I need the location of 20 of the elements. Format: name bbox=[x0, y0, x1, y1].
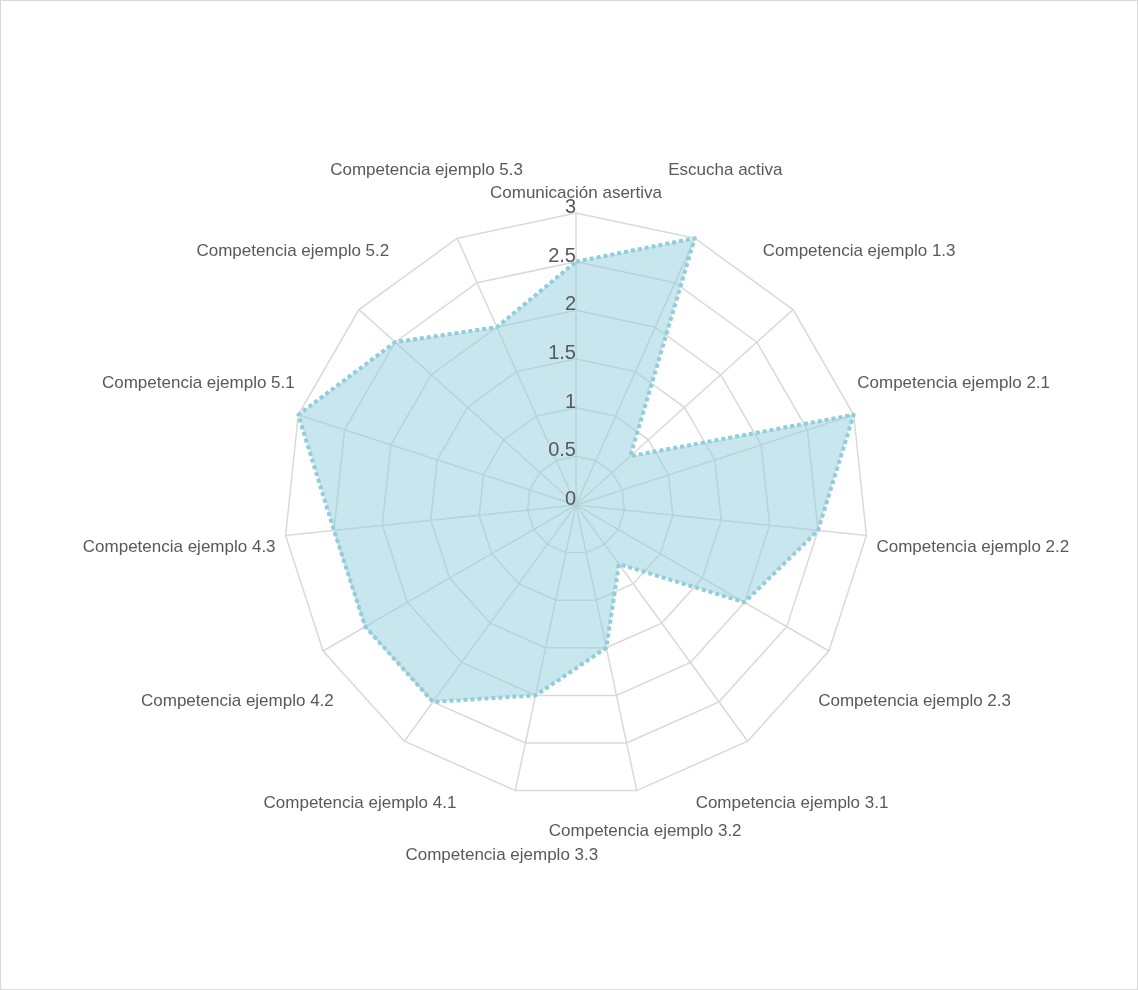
spoke-label: Competencia ejemplo 5.3 bbox=[330, 160, 524, 179]
y-tick-label: 2 bbox=[564, 292, 576, 315]
spoke-label: Competencia ejemplo 2.3 bbox=[818, 690, 1011, 710]
spoke-label: Competencia ejemplo 3.3 bbox=[405, 844, 599, 864]
y-tick-label: 0.5 bbox=[548, 438, 576, 461]
spoke-label: Escucha activa bbox=[668, 159, 784, 179]
spoke-label: Competencia ejemplo 3.2 bbox=[548, 821, 742, 841]
spoke-label: Competencia ejemplo 5.1 bbox=[101, 372, 295, 392]
spoke-label: Competencia ejemplo 4.3 bbox=[82, 537, 276, 557]
spoke-label: Competencia ejemplo 2.2 bbox=[876, 537, 1070, 557]
y-tick-label: 1 bbox=[564, 389, 576, 412]
spoke-label: Competencia ejemplo 1.3 bbox=[762, 240, 956, 260]
spoke-label: Competencia ejemplo 2.1 bbox=[857, 372, 1051, 392]
spoke-label: Competencia ejemplo 4.2 bbox=[141, 690, 334, 710]
spoke-label: Competencia ejemplo 3.1 bbox=[695, 792, 889, 812]
y-tick-label: 0 bbox=[564, 487, 576, 509]
y-tick-label: 2.5 bbox=[548, 243, 576, 266]
spoke-label: Competencia ejemplo 5.2 bbox=[196, 240, 390, 260]
y-tick-label: 1.5 bbox=[548, 341, 576, 363]
spoke-label: Competencia ejemplo 4.1 bbox=[263, 792, 457, 812]
